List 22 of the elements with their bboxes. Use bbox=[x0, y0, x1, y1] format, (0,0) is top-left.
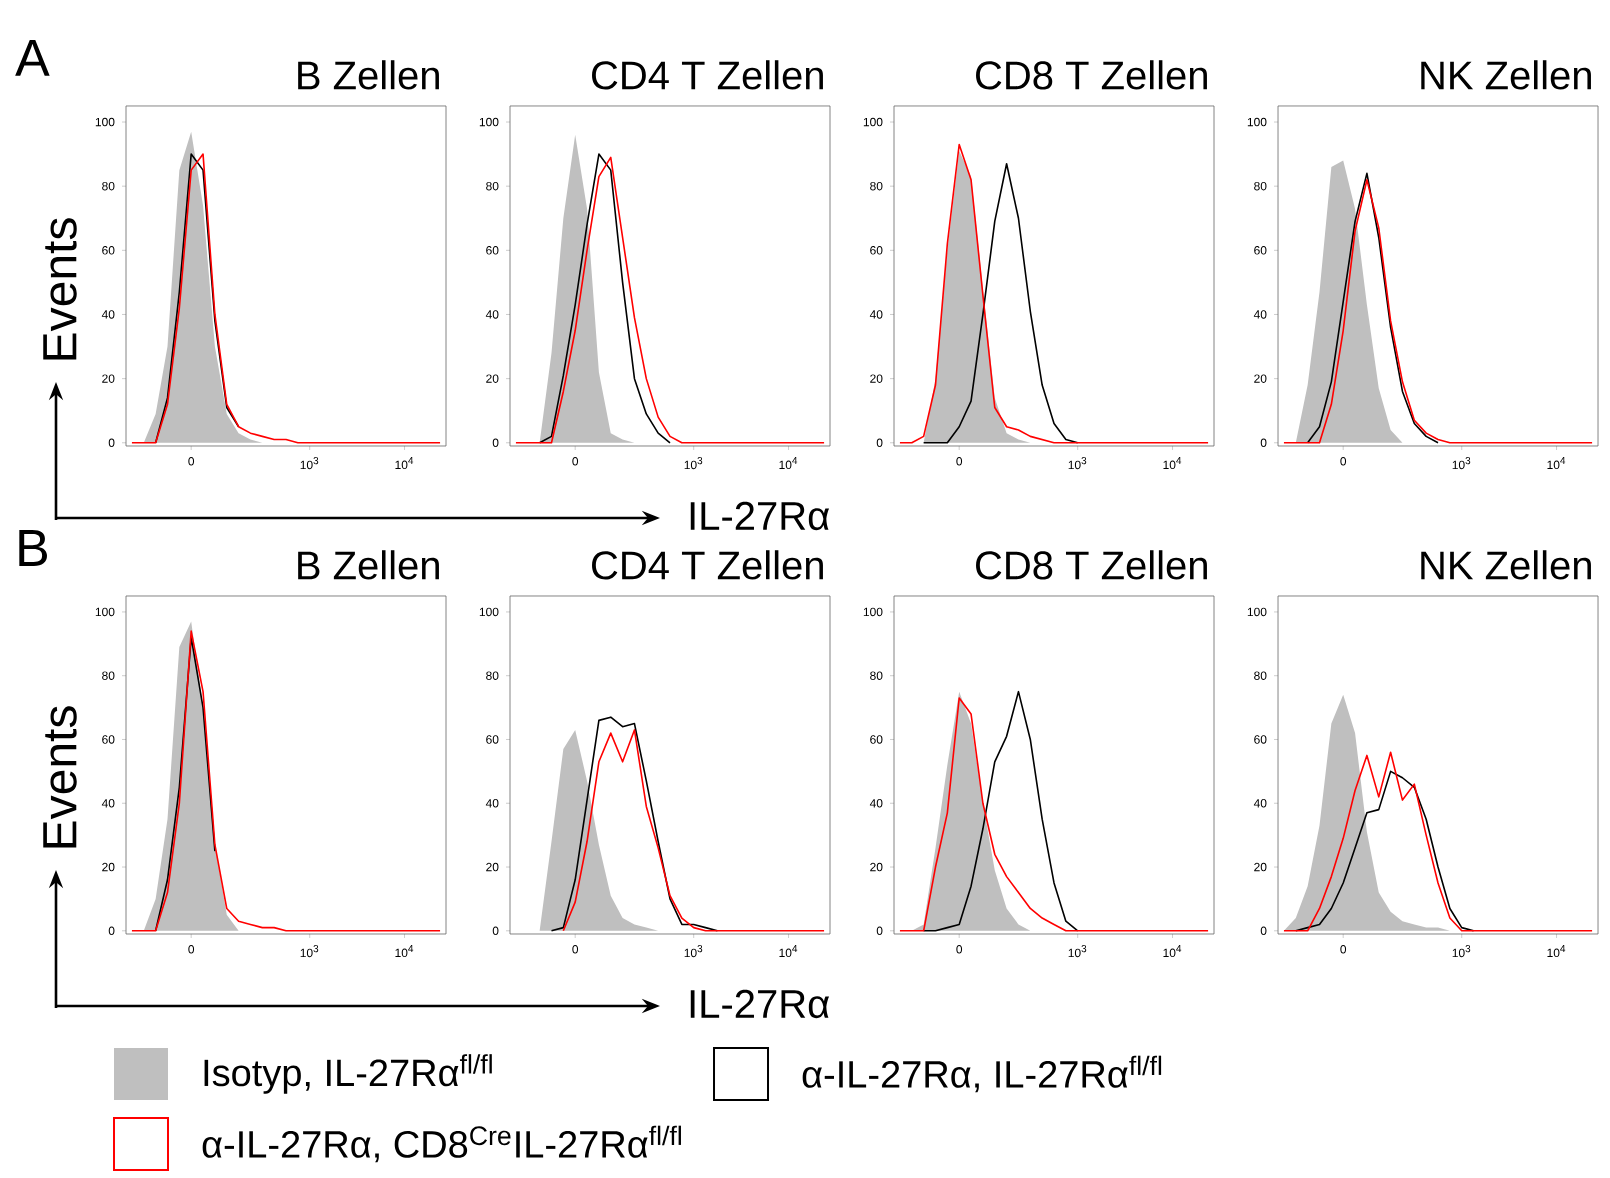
y-axis-title: Events bbox=[43, 706, 77, 848]
line-series bbox=[1295, 770, 1475, 932]
legend-label: α-IL-27Rα, IL-27Rα$^{fl/fl}$ bbox=[802, 1055, 1162, 1093]
line-series bbox=[922, 690, 1079, 932]
chart-title: NK Zellen bbox=[1421, 550, 1591, 580]
line-series bbox=[538, 153, 671, 444]
text: A bbox=[15, 40, 50, 76]
legend-label: α-IL-27Rα, CD8$^{Cre}$IL-27Rα$^{fl/fl}$ bbox=[202, 1125, 681, 1163]
y-axis-title: Events bbox=[43, 218, 77, 360]
chart-title: CD8 T Zellen bbox=[976, 60, 1207, 90]
chart-title: B Zellen bbox=[298, 550, 439, 580]
text: B bbox=[19, 530, 47, 566]
chart-title: CD4 T Zellen bbox=[592, 550, 823, 580]
legend-label: Isotyp, IL-27Rα$^{fl/fl}$ bbox=[204, 1054, 492, 1094]
x-axis-title: IL-27Rα bbox=[690, 989, 830, 1019]
chart-title: B Zellen bbox=[298, 60, 439, 90]
chart-title: NK Zellen bbox=[1421, 60, 1591, 90]
line-series bbox=[550, 716, 719, 932]
line-series bbox=[1306, 172, 1439, 444]
x-axis-title: IL-27Rα bbox=[690, 501, 830, 531]
chart-title: CD4 T Zellen bbox=[592, 60, 823, 90]
chart-title: CD8 T Zellen bbox=[976, 550, 1207, 580]
